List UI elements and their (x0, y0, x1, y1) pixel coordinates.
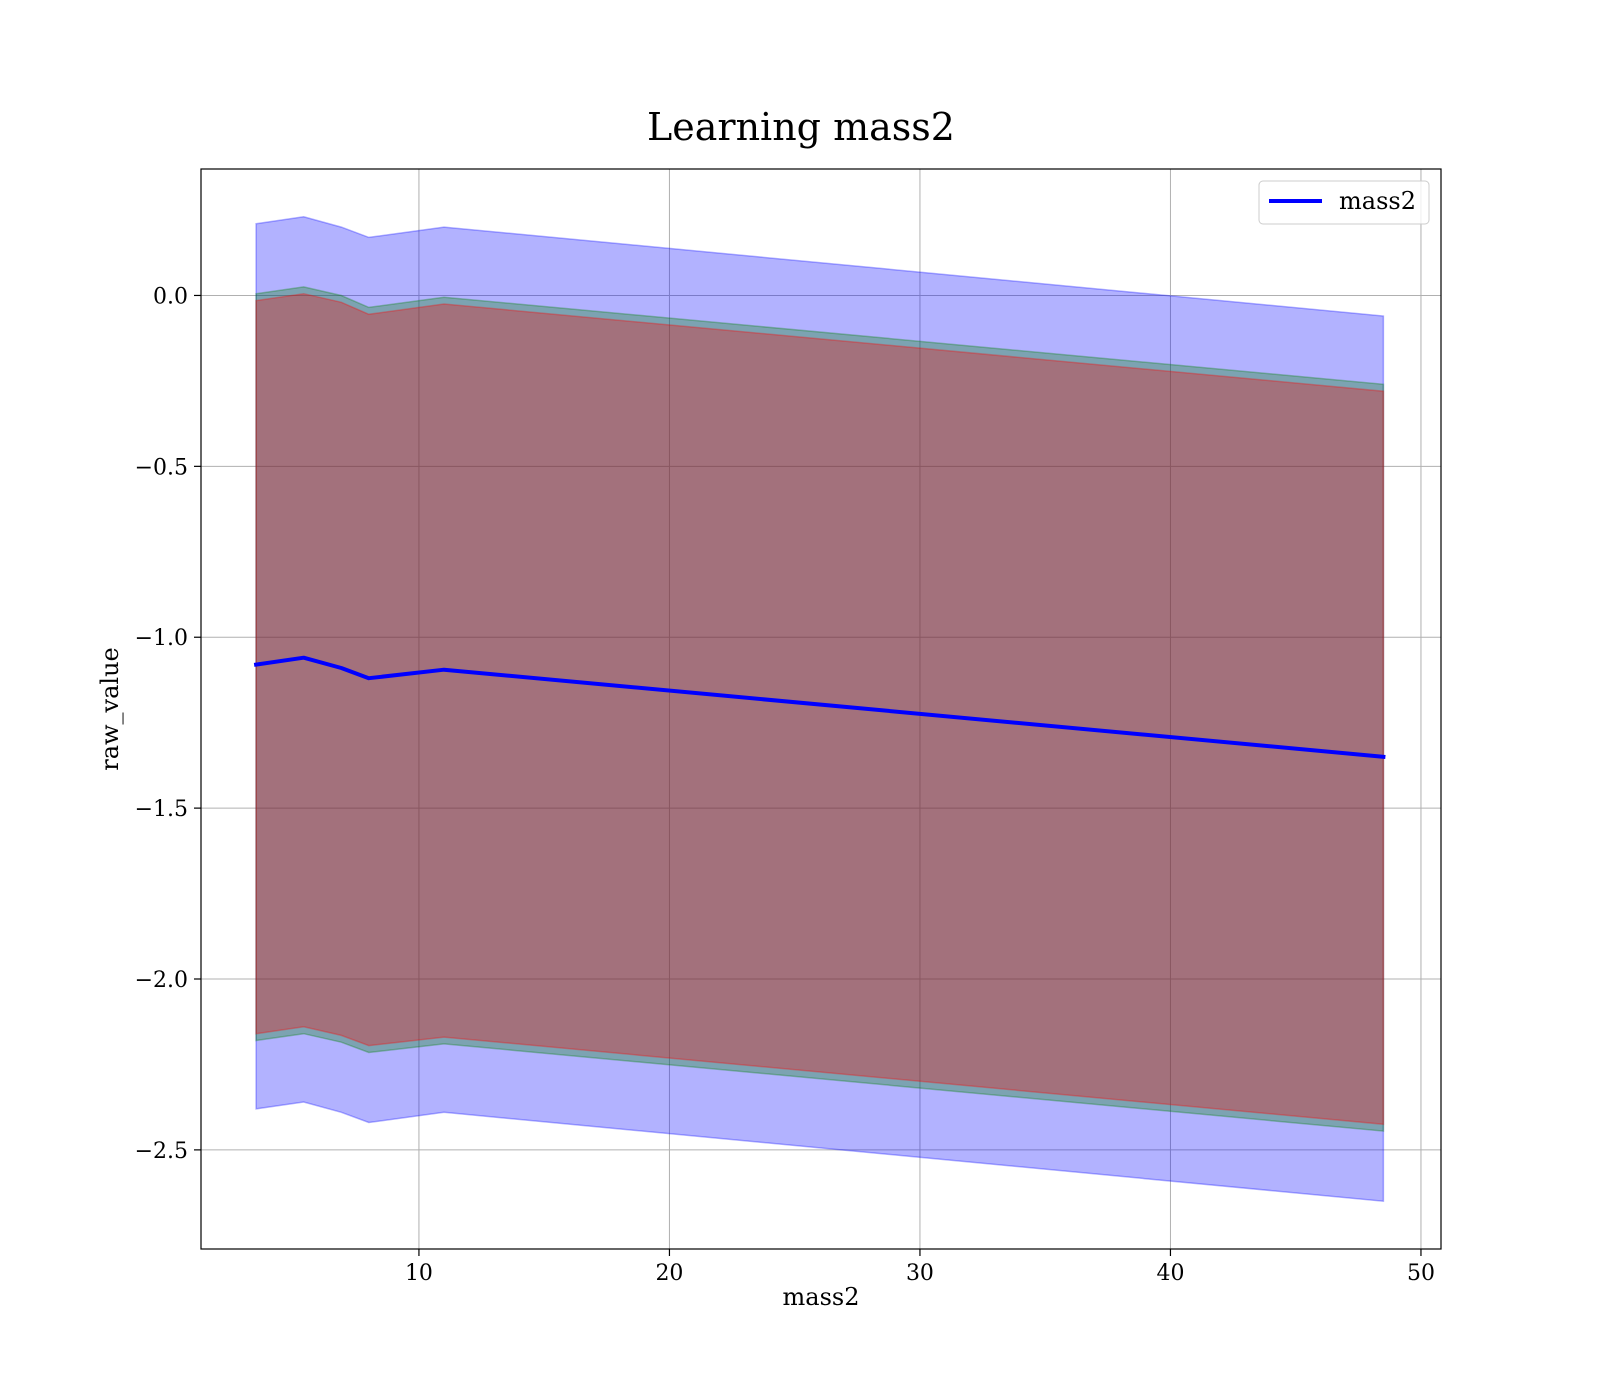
y-axis-label: raw_value (96, 647, 124, 771)
y-axis-ticks: 0.0 −0.5 −1.0 −1.5 −2.0 −2.5 (135, 284, 201, 1164)
legend-label-mass2: mass2 (1339, 187, 1416, 215)
x-tick-label-1: 20 (655, 1261, 683, 1286)
x-axis-ticks: 10 20 30 40 50 (405, 1249, 1435, 1286)
band-0 (255, 216, 1385, 1203)
y-tick-label-3: −1.5 (135, 797, 188, 822)
x-tick-label-4: 50 (1407, 1261, 1435, 1286)
band-1 (255, 286, 1385, 1132)
band-2 (255, 292, 1385, 1126)
x-axis-label: mass2 (783, 1283, 860, 1311)
y-tick-label-5: −2.5 (135, 1139, 188, 1164)
x-tick-label-2: 30 (906, 1261, 934, 1286)
y-tick-label-4: −2.0 (135, 968, 188, 993)
series-lines (253, 655, 1386, 759)
legend-box (1258, 180, 1430, 225)
legend[interactable]: mass2 (1258, 180, 1430, 225)
x-tick-label-3: 40 (1156, 1261, 1184, 1286)
y-tick-label-0: 0.0 (153, 284, 188, 309)
x-tick-label-0: 10 (405, 1261, 433, 1286)
y-tick-label-2: −1.0 (135, 626, 188, 651)
plot-frame (200, 168, 1442, 1250)
grid (201, 169, 1441, 1249)
y-tick-label-1: −0.5 (135, 455, 188, 480)
series-line-0 (253, 655, 1386, 759)
chart-title: Learning mass2 (647, 105, 955, 149)
confidence-bands (255, 216, 1385, 1203)
